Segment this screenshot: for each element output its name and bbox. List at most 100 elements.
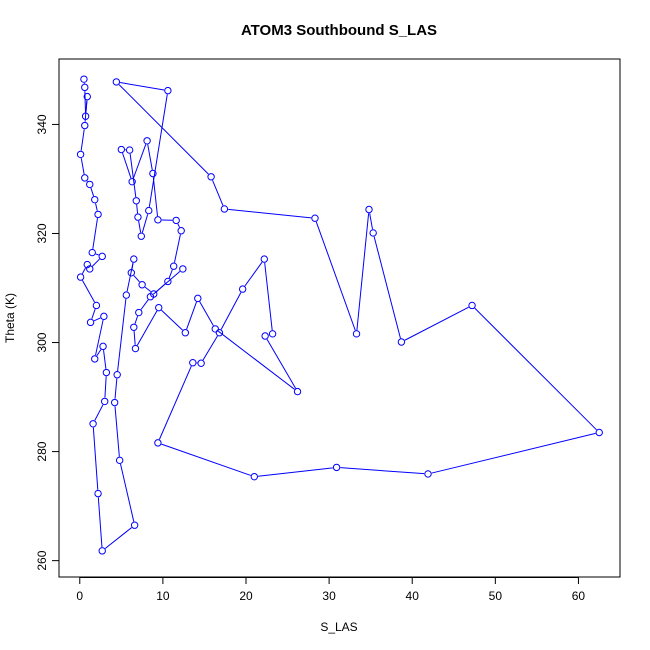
x-tick-label: 0 [76, 589, 83, 603]
series-line-segment [118, 84, 209, 175]
series-line-segment [104, 527, 132, 549]
data-point [169, 262, 178, 270]
data-point [81, 121, 89, 130]
data-point [138, 281, 146, 289]
series-line-segment [161, 443, 251, 476]
data-point [94, 489, 102, 498]
series-line-segment [140, 299, 149, 310]
series-line-segment [95, 203, 98, 211]
series-line-segment [474, 307, 597, 431]
data-point [177, 227, 185, 235]
data-point [365, 205, 373, 214]
series-line-segment [134, 315, 139, 324]
series-points-layer [76, 75, 603, 555]
x-tick-label: 50 [489, 589, 503, 603]
series-line-segment [202, 335, 218, 361]
data-point [115, 456, 124, 465]
data-point [146, 293, 155, 301]
chart-title: ATOM3 Southbound S_LAS [241, 22, 437, 39]
y-tick-label: 340 [35, 114, 49, 134]
data-point [128, 177, 136, 186]
data-point [98, 252, 106, 261]
data-point [94, 210, 102, 219]
data-point [149, 169, 157, 178]
data-point [238, 285, 247, 293]
series-line-segment [136, 204, 139, 214]
series-line-segment [97, 497, 103, 548]
data-point [81, 174, 89, 182]
series-line-segment [217, 330, 295, 390]
series-line-segment [133, 275, 140, 283]
data-point [131, 344, 140, 353]
series-line-segment [315, 221, 356, 331]
data-point [135, 308, 143, 317]
plot-frame [58, 58, 621, 578]
data-point [595, 428, 603, 437]
data-point [164, 86, 172, 95]
data-point [110, 398, 119, 407]
data-point [145, 206, 153, 215]
data-point [220, 205, 229, 213]
series-line-segment [80, 158, 85, 175]
data-point [397, 338, 406, 346]
data-point [215, 329, 224, 337]
y-tick-label: 300 [35, 332, 49, 352]
series-line-segment [356, 213, 370, 331]
data-point [137, 232, 145, 240]
data-point [164, 277, 172, 286]
data-point [311, 214, 319, 222]
data-point [352, 330, 361, 338]
data-point [89, 420, 97, 428]
series-line-segment [152, 271, 181, 295]
series-line-segment [148, 94, 168, 207]
y-axis-label: Theta (K) [3, 293, 17, 343]
series-line-segment [122, 152, 132, 179]
data-point [211, 325, 219, 333]
data-point [122, 291, 131, 299]
axes-layer: 0 10 20 30 40 50 60 260 280 300 320 340 [35, 114, 585, 603]
data-point [130, 521, 139, 529]
series-line-segment [264, 262, 273, 331]
series-line-segment [136, 310, 158, 346]
series-line-segment [80, 129, 85, 151]
y-tick-label: 320 [35, 223, 49, 243]
series-line-segment [92, 427, 99, 490]
data-point [181, 329, 190, 337]
data-point [113, 371, 121, 379]
series-line-segment [117, 298, 127, 371]
data-point [132, 197, 140, 205]
series-line-segment [244, 261, 263, 287]
series-line-segment [81, 267, 86, 274]
series-line-segment [132, 144, 147, 179]
data-point [260, 255, 268, 263]
data-point [332, 463, 341, 472]
series-line-segment [340, 467, 425, 475]
series-line-segment [82, 280, 95, 303]
data-point [268, 330, 277, 338]
data-point [369, 229, 377, 237]
series-line-segment [129, 153, 137, 198]
data-point [76, 150, 85, 159]
series-line-segment [84, 100, 88, 122]
data-point [81, 112, 90, 120]
series-line-segment [133, 331, 136, 345]
series-line-segment [103, 350, 107, 369]
series-line-segment [131, 262, 134, 270]
data-point [80, 75, 88, 83]
series-line-segment [161, 309, 183, 331]
series-line-segment [431, 432, 596, 474]
data-point [134, 213, 142, 221]
x-tick-label: 20 [239, 589, 253, 603]
data-point [125, 146, 134, 154]
series-lines-layer [80, 82, 597, 549]
x-tick-label: 10 [156, 589, 170, 603]
y-tick-label: 260 [35, 550, 49, 570]
series-line-segment [147, 144, 153, 170]
data-point [293, 387, 302, 396]
data-point [179, 265, 187, 273]
x-tick-label: 30 [322, 589, 336, 603]
series-line-segment [168, 269, 173, 279]
